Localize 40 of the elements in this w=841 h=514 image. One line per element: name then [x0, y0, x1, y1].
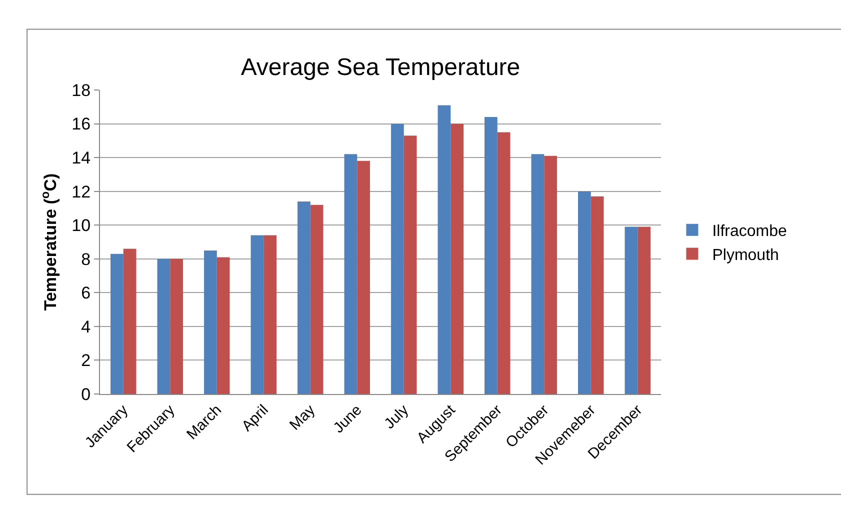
bar [250, 235, 264, 394]
bar [204, 250, 217, 394]
bar [404, 136, 417, 394]
bar [216, 257, 230, 394]
bar [484, 117, 498, 394]
y-tick-label: 2 [81, 351, 91, 370]
legend-label: Plymouth [712, 246, 779, 264]
legend-label: Ilfracombe [712, 223, 788, 240]
bar [450, 124, 464, 394]
bar [157, 258, 170, 394]
bar [110, 254, 124, 394]
bar [544, 156, 557, 394]
y-tick-label: 12 [72, 182, 91, 202]
chart-title: Average Sea Temperature [240, 54, 520, 82]
bar [578, 191, 591, 394]
bar [497, 132, 510, 394]
bar [344, 154, 358, 394]
y-tick-label: 6 [81, 284, 91, 303]
bar [264, 235, 276, 394]
y-tick-label: 8 [81, 250, 91, 269]
y-tick-label: 16 [72, 114, 91, 134]
bar [531, 154, 544, 394]
bar [638, 226, 650, 394]
bar [310, 204, 324, 394]
bar [590, 196, 604, 394]
y-tick-label: 18 [72, 80, 91, 100]
bar [624, 226, 638, 394]
bar [391, 124, 404, 394]
x-tick-label: July [381, 401, 412, 433]
x-tick-label: May [286, 401, 319, 434]
bar [123, 248, 136, 394]
y-tick-label: 14 [72, 148, 91, 168]
bar [438, 105, 451, 394]
bar [357, 160, 370, 394]
bar [170, 258, 183, 394]
x-tick-label: June [330, 402, 366, 437]
y-tick-label: 10 [72, 216, 91, 236]
y-tick-label: 0 [81, 384, 91, 404]
y-tick-label: 4 [81, 317, 91, 336]
bar [298, 201, 310, 394]
